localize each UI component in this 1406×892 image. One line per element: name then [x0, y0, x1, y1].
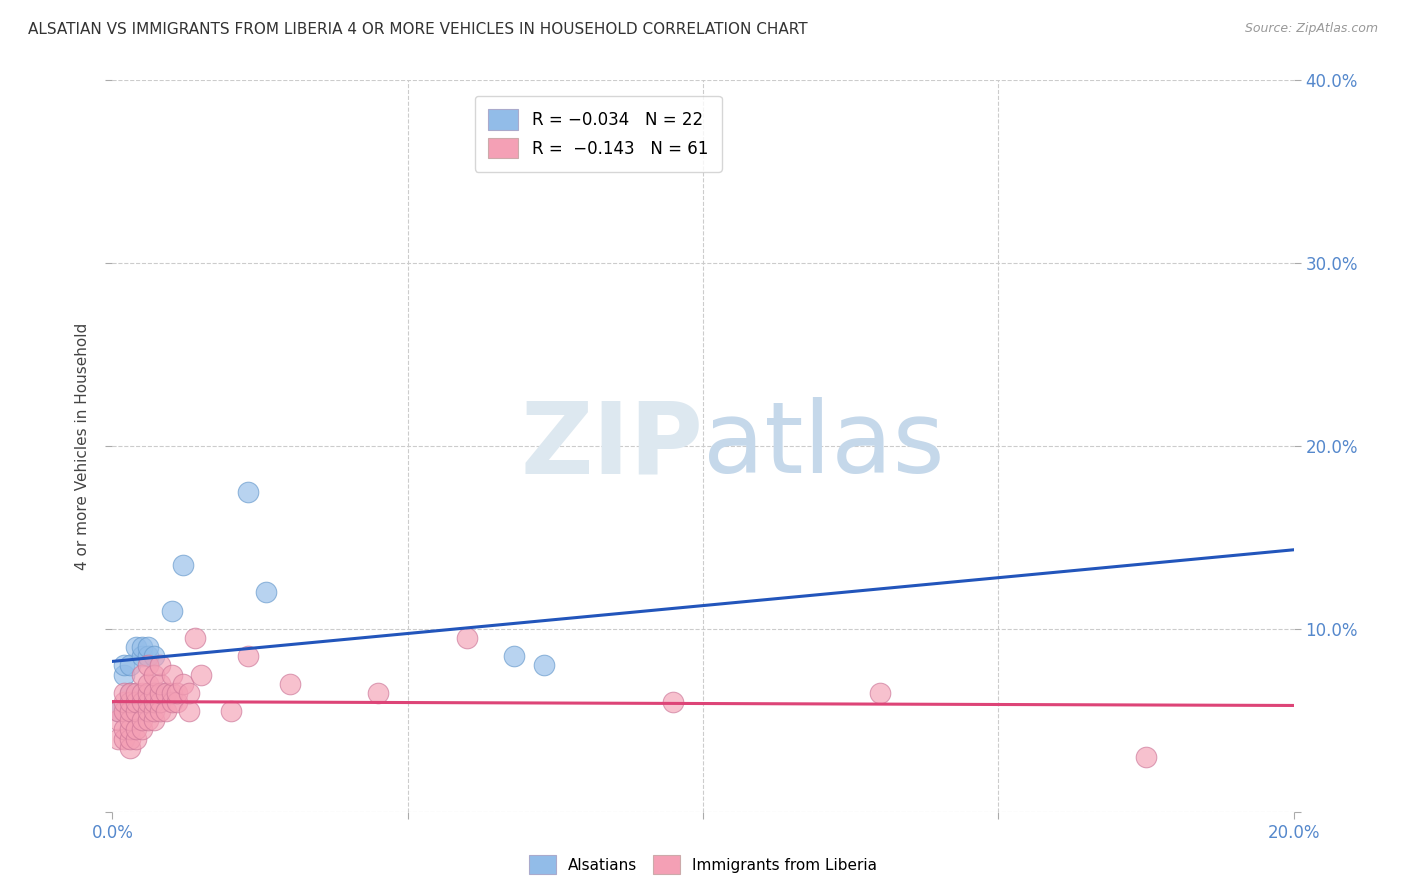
Point	[112, 658, 135, 673]
Point	[112, 695, 135, 709]
Point	[456, 631, 478, 645]
Text: ZIP: ZIP	[520, 398, 703, 494]
Point	[107, 704, 129, 718]
Point	[136, 704, 159, 718]
Point	[179, 704, 201, 718]
Point	[136, 640, 159, 655]
Text: Source: ZipAtlas.com: Source: ZipAtlas.com	[1244, 22, 1378, 36]
Point	[142, 695, 165, 709]
Point	[107, 731, 129, 746]
Point	[120, 686, 142, 700]
Point	[131, 714, 153, 728]
Point	[172, 558, 194, 572]
Text: atlas: atlas	[703, 398, 945, 494]
Point	[172, 676, 194, 690]
Point	[131, 695, 153, 709]
Point	[142, 704, 165, 718]
Point	[155, 704, 177, 718]
Point	[125, 686, 148, 700]
Point	[149, 704, 172, 718]
Point	[125, 695, 148, 709]
Point	[120, 740, 142, 755]
Point	[136, 649, 159, 664]
Point	[278, 676, 301, 690]
Point	[120, 658, 142, 673]
Point	[533, 658, 555, 673]
Point	[149, 686, 172, 700]
Point	[142, 686, 165, 700]
Point	[125, 704, 148, 718]
Point	[149, 686, 172, 700]
Point	[367, 686, 389, 700]
Point	[131, 695, 153, 709]
Point	[149, 695, 172, 709]
Point	[131, 649, 153, 664]
Point	[112, 723, 135, 737]
Point	[125, 723, 148, 737]
Point	[136, 676, 159, 690]
Point	[142, 714, 165, 728]
Point	[107, 714, 129, 728]
Point	[120, 695, 142, 709]
Point	[136, 695, 159, 709]
Point	[131, 640, 153, 655]
Point	[190, 667, 212, 681]
Point	[254, 585, 277, 599]
Point	[112, 686, 135, 700]
Point	[120, 731, 142, 746]
Point	[184, 631, 207, 645]
Point	[120, 695, 142, 709]
Point	[662, 695, 685, 709]
Point	[160, 667, 183, 681]
Point	[155, 686, 177, 700]
Point	[238, 649, 260, 664]
Legend: Alsatians, Immigrants from Liberia: Alsatians, Immigrants from Liberia	[523, 849, 883, 880]
Point	[142, 667, 165, 681]
Point	[136, 658, 159, 673]
Point	[166, 686, 188, 700]
Point	[131, 723, 153, 737]
Point	[136, 714, 159, 728]
Text: ALSATIAN VS IMMIGRANTS FROM LIBERIA 4 OR MORE VEHICLES IN HOUSEHOLD CORRELATION : ALSATIAN VS IMMIGRANTS FROM LIBERIA 4 OR…	[28, 22, 807, 37]
Point	[112, 731, 135, 746]
Point	[112, 704, 135, 718]
Point	[142, 686, 165, 700]
Point	[503, 649, 526, 664]
Point	[112, 667, 135, 681]
Legend: R = −0.034   N = 22, R =  −0.143   N = 61: R = −0.034 N = 22, R = −0.143 N = 61	[475, 96, 721, 171]
Point	[166, 695, 188, 709]
Point	[107, 704, 129, 718]
Point	[149, 658, 172, 673]
Point	[136, 686, 159, 700]
Point	[238, 484, 260, 499]
Y-axis label: 4 or more Vehicles in Household: 4 or more Vehicles in Household	[75, 322, 90, 570]
Point	[125, 640, 148, 655]
Point	[125, 695, 148, 709]
Point	[1135, 749, 1157, 764]
Point	[120, 714, 142, 728]
Point	[142, 649, 165, 664]
Point	[131, 667, 153, 681]
Point	[131, 686, 153, 700]
Point	[179, 686, 201, 700]
Point	[160, 603, 183, 617]
Point	[120, 704, 142, 718]
Point	[120, 723, 142, 737]
Point	[149, 676, 172, 690]
Point	[160, 686, 183, 700]
Point	[125, 731, 148, 746]
Point	[120, 686, 142, 700]
Point	[160, 695, 183, 709]
Point	[219, 704, 242, 718]
Point	[869, 686, 891, 700]
